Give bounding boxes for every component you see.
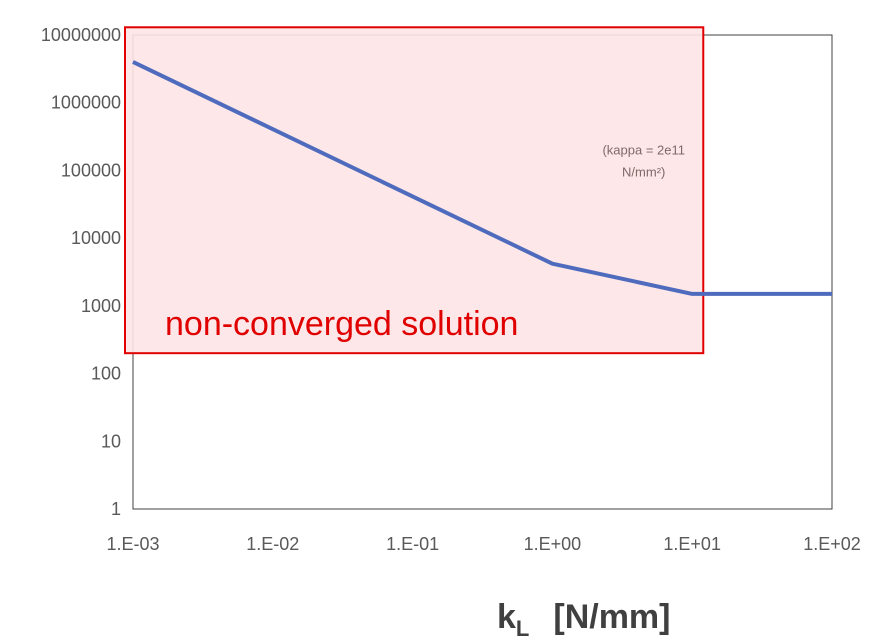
x-axis-label-main: k: [497, 598, 516, 636]
x-tick-label: 1.E-01: [386, 534, 439, 554]
y-tick-label: 100: [91, 364, 121, 384]
y-tick-label: 10000: [71, 228, 121, 248]
x-tick-label: 1.E+01: [663, 534, 721, 554]
non-converged-region: [124, 26, 705, 355]
x-tick-label: 1.E-02: [246, 534, 299, 554]
y-tick-label: 1: [111, 499, 121, 519]
non-converged-region-label: non-converged solution: [165, 305, 518, 343]
y-tick-label: 10000000: [41, 25, 121, 45]
x-axis-label-unit: [N/mm]: [553, 598, 670, 636]
x-axis-label: kL [N/mm]: [497, 598, 670, 641]
series-line-0: [132, 60, 832, 296]
y-tick-label: 1000: [81, 296, 121, 316]
x-tick-label: 1.E+00: [524, 534, 582, 554]
x-tick-label: 1.E-03: [106, 534, 159, 554]
y-tick-label: 100000: [61, 160, 121, 180]
kappa-annotation-line: N/mm²): [622, 165, 665, 180]
x-axis-label-subscript: L: [516, 616, 529, 641]
kappa-annotation-line: (kappa = 2e11: [602, 143, 685, 158]
x-tick-label: 1.E+02: [803, 534, 861, 554]
y-tick-label: 10: [101, 431, 121, 451]
y-tick-label: 1000000: [51, 93, 121, 113]
